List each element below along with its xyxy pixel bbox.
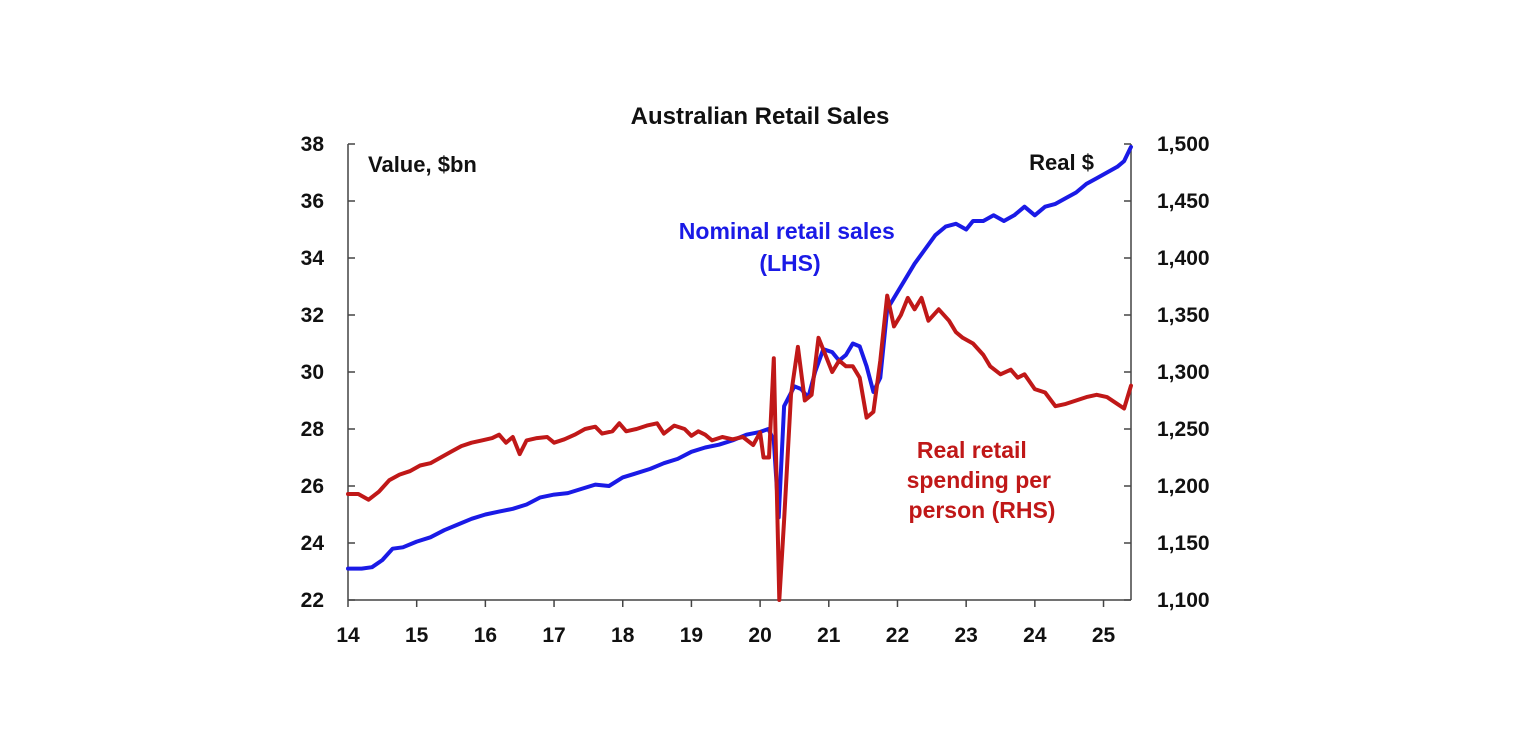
nominal-series-label: Nominal retail sales (LHS) <box>679 218 901 276</box>
left-tick-label: 34 <box>301 247 325 270</box>
x-tick-label: 15 <box>405 624 429 647</box>
real-series-label: Real retail spending per person (RHS) <box>907 437 1058 523</box>
right-tick-label: 1,150 <box>1157 532 1210 555</box>
x-tick-label: 24 <box>1023 624 1047 647</box>
nominal-label-line-1: Nominal retail sales <box>679 218 895 244</box>
left-tick-label: 30 <box>301 361 324 384</box>
right-tick-label: 1,100 <box>1157 589 1210 612</box>
right-tick-label: 1,300 <box>1157 361 1210 384</box>
nominal-label-line-2: (LHS) <box>759 250 820 276</box>
x-tick-label: 22 <box>886 624 909 647</box>
x-tick-label: 16 <box>474 624 497 647</box>
x-tick-label: 18 <box>611 624 635 647</box>
real-label-line-3: person (RHS) <box>909 497 1056 523</box>
left-tick-label: 24 <box>301 532 325 555</box>
x-tick-label: 19 <box>680 624 703 647</box>
left-tick-label: 28 <box>301 418 325 441</box>
real-label-line-2: spending per <box>907 467 1051 493</box>
left-tick-label: 36 <box>301 190 324 213</box>
left-axis-ticks: 22 24 26 28 30 32 34 36 38 <box>301 133 355 612</box>
chart-title: Australian Retail Sales <box>631 103 890 130</box>
right-tick-label: 1,350 <box>1157 304 1210 327</box>
right-tick-label: 1,450 <box>1157 190 1210 213</box>
x-tick-label: 23 <box>954 624 977 647</box>
real-retail-spending-line <box>346 293 1133 602</box>
x-tick-label: 25 <box>1092 624 1116 647</box>
left-tick-label: 22 <box>301 589 324 612</box>
real-label-line-1: Real retail <box>917 437 1027 463</box>
right-axis-unit-label: Real $ <box>1029 150 1094 175</box>
x-tick-label: 20 <box>748 624 771 647</box>
nominal-retail-sales-line <box>346 144 1133 571</box>
right-tick-label: 1,500 <box>1157 133 1210 156</box>
left-tick-label: 26 <box>301 475 324 498</box>
left-tick-label: 32 <box>301 304 324 327</box>
x-tick-label: 14 <box>336 624 360 647</box>
left-axis-unit-label: Value, $bn <box>368 152 477 177</box>
right-tick-label: 1,400 <box>1157 247 1210 270</box>
right-tick-label: 1,250 <box>1157 418 1210 441</box>
right-tick-label: 1,200 <box>1157 475 1210 498</box>
x-axis-ticks: 14 15 16 17 18 19 20 21 22 23 24 25 <box>336 600 1116 647</box>
x-tick-label: 17 <box>542 624 565 647</box>
x-tick-label: 21 <box>817 624 841 647</box>
left-tick-label: 38 <box>301 133 325 156</box>
right-axis-ticks: 1,100 1,150 1,200 1,250 1,300 1,350 1,400 1,450… <box>1124 133 1210 612</box>
series-lines <box>346 144 1133 602</box>
